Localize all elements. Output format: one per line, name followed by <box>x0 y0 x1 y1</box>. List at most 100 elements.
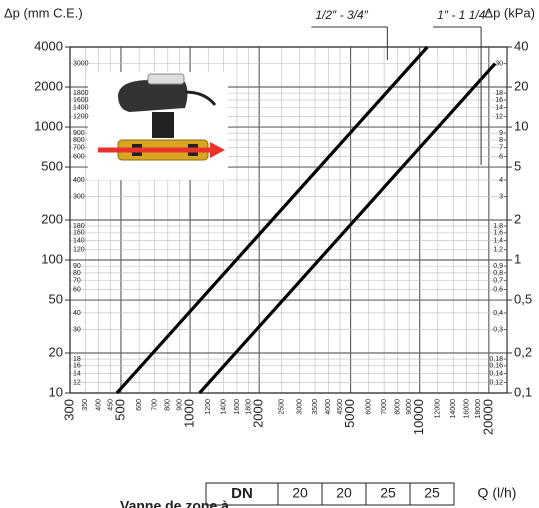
table-cell: 20 <box>292 485 308 501</box>
y2-tick-label: 0,1 <box>514 384 532 399</box>
y-tick-label-minor: 600 <box>73 153 85 160</box>
y-tick-label-minor: 70 <box>73 277 81 284</box>
legend-label: 1/2″ - 3/4″ <box>315 8 368 22</box>
x-tick-label-minor: 700 <box>151 399 158 411</box>
y2-tick-label-minor: 0,14 <box>489 370 503 377</box>
x-tick-label-minor: 1600 <box>234 399 241 415</box>
x-tick-label-minor: 7000 <box>381 399 388 415</box>
y-tick-label-minor: 1600 <box>73 97 89 104</box>
x-tick-label-minor: 9000 <box>406 399 413 415</box>
y2-tick-label-minor: 18 <box>495 90 503 97</box>
y-tick-label: 20 <box>49 344 63 359</box>
x-tick-label-minor: 350 <box>82 399 89 411</box>
y-tick-label-minor: 90 <box>73 263 81 270</box>
y-tick-label-minor: 1800 <box>73 90 89 97</box>
series-line <box>115 45 429 395</box>
x-tick-label-minor: 900 <box>176 399 183 411</box>
data-table: DN 20 20 25 25 Q (l/h) <box>205 482 517 506</box>
y2-tick-label-minor: 6 <box>499 153 503 160</box>
y2-tick-label: 5 <box>514 159 521 174</box>
y-tick-label: 4000 <box>34 38 63 53</box>
y-tick-label: 200 <box>41 211 63 226</box>
y-tick-label-minor: 900 <box>73 130 85 137</box>
y2-tick-label-minor: 14 <box>495 104 503 111</box>
y-tick-label-minor: 18 <box>73 356 81 363</box>
y2-tick-label-minor: 0,4 <box>493 310 503 317</box>
y2-tick-label-minor: 8 <box>499 137 503 144</box>
y-tick-label-minor: 400 <box>73 177 85 184</box>
x-tick-label: 500 <box>112 399 127 421</box>
flow-arrow-head <box>210 142 225 158</box>
y-tick-label-minor: 1200 <box>73 113 89 120</box>
x-tick-label-minor: 16000 <box>463 399 470 419</box>
x-tick-label-minor: 600 <box>136 399 143 411</box>
y-tick-label-minor: 180 <box>73 223 85 230</box>
y2-tick-label-minor: 0,9 <box>493 263 503 270</box>
x-tick-label-minor: 450 <box>107 399 114 411</box>
x-tick-label-minor: 8000 <box>394 399 401 415</box>
y2-tick-label-minor: 0,8 <box>493 270 503 277</box>
y-tick-label: 500 <box>41 159 63 174</box>
y-tick-label-minor: 16 <box>73 363 81 370</box>
y-axis-label: Δp (mm C.E.) <box>4 5 83 20</box>
y2-tick-label-minor: 1,4 <box>493 237 503 244</box>
y2-tick-label: 0,2 <box>514 344 532 359</box>
table-unit: Q (l/h) <box>478 485 517 501</box>
y2-tick-label-minor: 4 <box>499 177 503 184</box>
x-tick-label-minor: 12000 <box>435 399 442 419</box>
x-tick-label-minor: 3000 <box>296 399 303 415</box>
y2-tick-label-minor: 1,8 <box>493 223 503 230</box>
y-tick-label: 10 <box>49 384 63 399</box>
y-tick-label: 1000 <box>34 118 63 133</box>
y2-tick-label-minor: 0,7 <box>493 277 503 284</box>
x-tick-label-minor: 1800 <box>246 399 253 415</box>
y2-tick-label-minor: 7 <box>499 144 503 151</box>
x-tick-label: 10000 <box>411 399 426 435</box>
x-tick-label-minor: 3500 <box>312 399 319 415</box>
x-tick-label: 20000 <box>480 399 495 435</box>
y2-tick-label-minor: 3 <box>499 193 503 200</box>
x-tick-label-minor: 800 <box>165 399 172 411</box>
y-tick-label: 50 <box>49 291 63 306</box>
y-tick-label-minor: 14 <box>73 370 81 377</box>
x-tick-label: 5000 <box>342 399 357 428</box>
y2-tick-label-minor: 0,3 <box>493 326 503 333</box>
x-tick-label-minor: 1200 <box>205 399 212 415</box>
y2-tick-label-minor: 0,6 <box>493 286 503 293</box>
x-tick-label-minor: 6000 <box>366 399 373 415</box>
y-tick-label-minor: 800 <box>73 137 85 144</box>
y2-tick-label: 2 <box>514 211 521 226</box>
cable <box>184 90 217 106</box>
y-tick-label-minor: 40 <box>73 310 81 317</box>
y-tick-label-minor: 12 <box>73 379 81 386</box>
y2-tick-label: 0,5 <box>514 291 532 306</box>
x-tick-label-minor: 1400 <box>220 399 227 415</box>
y-tick-label-minor: 140 <box>73 237 85 244</box>
x-tick-label: 1000 <box>182 399 197 428</box>
y2-tick-label-minor: 9 <box>499 130 503 137</box>
y2-tick-label-minor: 16 <box>495 97 503 104</box>
y-tick-label-minor: 80 <box>73 270 81 277</box>
x-tick-label-minor: 14000 <box>450 399 457 419</box>
y-tick-label-minor: 300 <box>73 193 85 200</box>
y2-tick-label-minor: 0,16 <box>489 363 503 370</box>
y2-tick-label: 40 <box>514 38 528 53</box>
y2-tick-label-minor: 1,6 <box>493 230 503 237</box>
y2-tick-label-minor: 1,2 <box>493 246 503 253</box>
y-tick-label-minor: 3000 <box>73 60 89 67</box>
x-tick-label: 300 <box>61 399 76 421</box>
series-line <box>198 62 497 395</box>
actuator <box>118 80 188 112</box>
y-tick-label: 100 <box>41 251 63 266</box>
y2-tick-label-minor: 12 <box>495 113 503 120</box>
y2-tick-label-minor: 30 <box>495 60 503 67</box>
y2-tick-label: 20 <box>514 78 528 93</box>
y2-axis-label: Δp (kPa) <box>484 5 535 20</box>
y-tick-label-minor: 60 <box>73 286 81 293</box>
x-tick-label-minor: 4000 <box>325 399 332 415</box>
table-cell: 20 <box>336 485 352 501</box>
y-tick-label-minor: 700 <box>73 144 85 151</box>
y-tick-label-minor: 120 <box>73 246 85 253</box>
y2-tick-label-minor: 0,12 <box>489 379 503 386</box>
